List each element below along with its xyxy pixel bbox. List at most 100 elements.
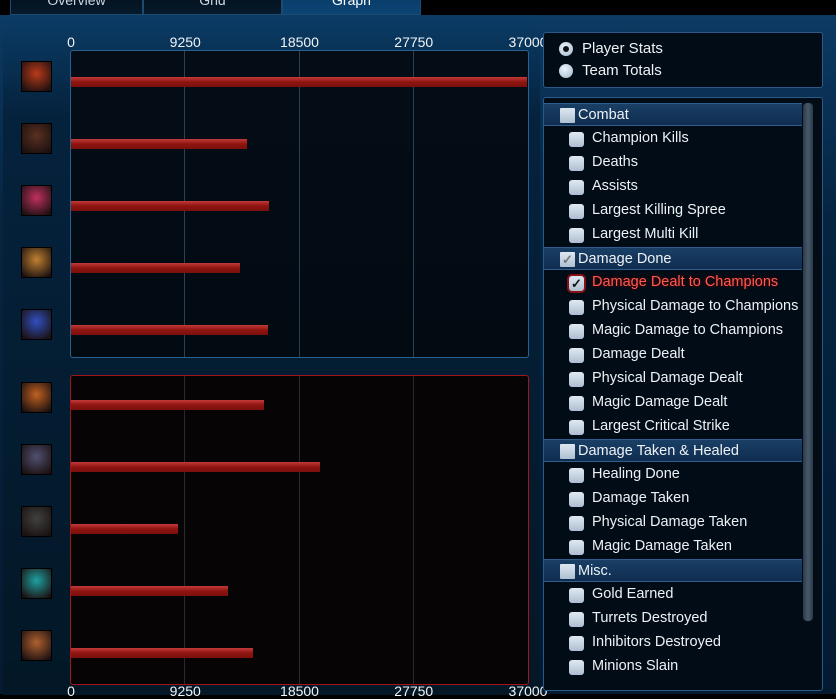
stat-label: Magic Damage Dealt [592, 394, 728, 410]
bar [71, 77, 527, 87]
tab-grid[interactable]: Grid [143, 0, 282, 15]
checkbox[interactable] [569, 516, 584, 531]
stat-label: Physical Damage Dealt [592, 370, 743, 386]
stat-label: Largest Critical Strike [592, 418, 730, 434]
checkbox[interactable] [569, 180, 584, 195]
checkbox[interactable] [569, 492, 584, 507]
category-header[interactable]: ✓ Damage Done [544, 247, 802, 270]
checkbox[interactable]: ✓ [560, 252, 575, 267]
category-header[interactable]: Combat [544, 103, 802, 126]
checkbox[interactable] [569, 420, 584, 435]
checkbox[interactable] [569, 540, 584, 555]
stat-item[interactable]: Minions Slain [544, 655, 802, 679]
bar [71, 648, 253, 658]
checkbox[interactable] [569, 372, 584, 387]
bar [71, 139, 247, 149]
red-team-plot [70, 375, 529, 685]
checkbox[interactable] [569, 300, 584, 315]
checkbox[interactable] [569, 468, 584, 483]
radio-player-stats[interactable] [559, 42, 573, 56]
checkbox[interactable] [569, 660, 584, 675]
stat-item[interactable]: Physical Damage Dealt [544, 367, 802, 391]
stat-label: Damage Taken & Healed [578, 443, 739, 459]
champion-icon[interactable] [21, 444, 52, 475]
checkbox[interactable] [560, 564, 575, 579]
stat-item[interactable]: Physical Damage Taken [544, 511, 802, 535]
x-tick-label: 9250 [169, 683, 201, 699]
bar [71, 325, 268, 335]
stat-item[interactable]: Deaths [544, 151, 802, 175]
stat-label: Physical Damage Taken [592, 514, 748, 530]
stat-item[interactable]: Magic Damage Dealt [544, 391, 802, 415]
checkbox[interactable] [569, 612, 584, 627]
checkbox[interactable] [569, 204, 584, 219]
stat-item[interactable]: Turrets Destroyed [544, 607, 802, 631]
champion-icon[interactable] [21, 247, 52, 278]
champion-icon[interactable] [21, 61, 52, 92]
x-tick-label: 9250 [169, 34, 201, 50]
stat-label: Magic Damage Taken [592, 538, 732, 554]
stat-label: Minions Slain [592, 658, 679, 674]
checkbox[interactable] [569, 324, 584, 339]
stat-item[interactable]: Magic Damage to Champions [544, 319, 802, 343]
x-tick-label: 37000 [508, 34, 548, 50]
stat-list: Combat Champion Kills Deaths Assists Largest… [543, 97, 823, 691]
x-tick-label: 0 [67, 34, 75, 50]
stat-item[interactable]: Champion Kills [544, 127, 802, 151]
checkbox[interactable]: ✓ [569, 276, 584, 291]
stat-item[interactable]: Damage Dealt [544, 343, 802, 367]
checkbox[interactable] [569, 588, 584, 603]
checkbox[interactable] [569, 396, 584, 411]
checkbox[interactable] [569, 132, 584, 147]
bar [71, 201, 269, 211]
checkbox[interactable] [569, 228, 584, 243]
champion-icon[interactable] [21, 568, 52, 599]
radio-label: Player Stats [582, 40, 663, 57]
x-tick-label: 0 [67, 683, 75, 699]
bar [71, 524, 179, 534]
stat-item[interactable]: Physical Damage to Champions [544, 295, 802, 319]
stat-item[interactable]: Assists [544, 175, 802, 199]
category-header[interactable]: Damage Taken & Healed [544, 439, 802, 462]
gridline [412, 51, 414, 357]
stat-label: Damage Done [578, 251, 672, 267]
scrollbar[interactable] [803, 103, 813, 621]
champion-icon[interactable] [21, 309, 52, 340]
checkbox[interactable] [569, 348, 584, 363]
stat-item[interactable]: Largest Killing Spree [544, 199, 802, 223]
stat-label: Damage Taken [592, 490, 690, 506]
x-tick-label: 18500 [280, 683, 319, 699]
checkbox[interactable] [569, 636, 584, 651]
tab-graph[interactable]: Graph [282, 0, 421, 15]
stat-item[interactable]: Largest Critical Strike [544, 415, 802, 439]
checkbox[interactable] [560, 444, 575, 459]
gridline [412, 376, 414, 684]
champion-icon[interactable] [21, 630, 52, 661]
stat-item[interactable]: Inhibitors Destroyed [544, 631, 802, 655]
stat-label: Assists [592, 178, 638, 194]
stat-item[interactable]: ✓ Damage Dealt to Champions [544, 271, 802, 295]
tab-overview[interactable]: Overview [10, 0, 143, 15]
stat-label: Gold Earned [592, 586, 674, 602]
stat-item[interactable]: Largest Multi Kill [544, 223, 802, 247]
champion-icon[interactable] [21, 506, 52, 537]
radio-label: Team Totals [582, 62, 662, 79]
radio-team-totals[interactable] [559, 64, 573, 78]
stat-item[interactable]: Magic Damage Taken [544, 535, 802, 559]
stat-label: Largest Killing Spree [592, 202, 726, 218]
stat-item[interactable]: Damage Taken [544, 487, 802, 511]
champion-icon[interactable] [21, 123, 52, 154]
champion-icon[interactable] [21, 185, 52, 216]
stat-label: Misc. [578, 563, 612, 579]
bar [71, 263, 241, 273]
stat-item[interactable]: Healing Done [544, 463, 802, 487]
stat-label: Magic Damage to Champions [592, 322, 784, 338]
stat-label: Largest Multi Kill [592, 226, 699, 242]
category-header[interactable]: Misc. [544, 559, 802, 582]
champion-icon[interactable] [21, 382, 52, 413]
checkbox[interactable] [569, 156, 584, 171]
stat-label: Damage Dealt to Champions [592, 274, 779, 290]
gridline [298, 376, 300, 684]
stat-item[interactable]: Gold Earned [544, 583, 802, 607]
checkbox[interactable] [560, 108, 575, 123]
